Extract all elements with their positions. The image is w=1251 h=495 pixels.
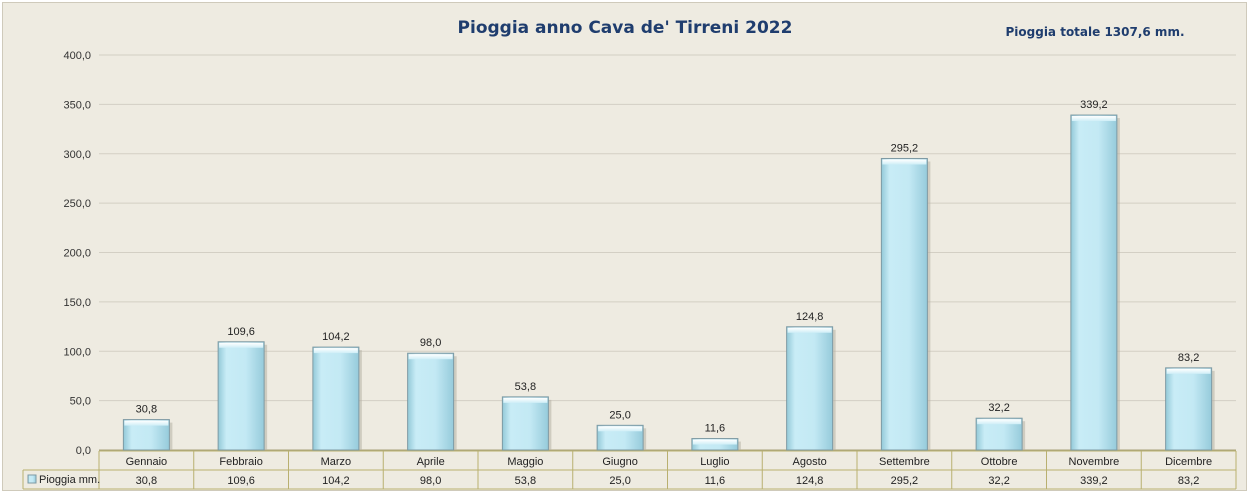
bar-gennaio: [122, 419, 173, 451]
y-tick-label: 400,0: [63, 50, 91, 62]
bar-maggio: [501, 396, 552, 451]
bar-bevel: [977, 419, 1022, 425]
data-label: 124,8: [796, 311, 824, 323]
bar-bevel: [787, 327, 832, 333]
bar-bevel: [124, 420, 169, 426]
bar-settembre: [880, 157, 931, 451]
y-tick-label: 150,0: [63, 297, 91, 309]
category-label: Settembre: [879, 456, 930, 468]
data-label: 53,8: [515, 381, 536, 393]
bar-bevel: [313, 348, 358, 354]
series-name: Pioggia mm.: [39, 474, 100, 486]
bar-bevel: [408, 354, 453, 360]
table-value: 30,8: [136, 475, 157, 487]
bar-bevel: [1071, 116, 1116, 122]
data-label: 32,2: [988, 402, 1009, 414]
category-label: Luglio: [700, 456, 729, 468]
bar-ottobre: [975, 417, 1026, 451]
legend-key: [27, 474, 37, 484]
table-value: 11,6: [705, 475, 726, 487]
bar-bevel: [598, 426, 643, 432]
data-label: 25,0: [609, 409, 630, 421]
table-value: 295,2: [891, 475, 919, 487]
bar: [1070, 114, 1118, 451]
bar: [217, 341, 265, 451]
bar-febbraio: [217, 341, 268, 451]
table-value: 109,6: [227, 475, 255, 487]
bar-agosto: [786, 326, 836, 451]
data-label: 30,8: [136, 404, 157, 416]
bar-marzo: [312, 346, 362, 451]
bar-bevel: [692, 439, 737, 445]
y-tick-label: 50,0: [70, 396, 91, 408]
data-label: 109,6: [227, 326, 255, 338]
category-label: Maggio: [507, 456, 543, 468]
data-label: 11,6: [705, 423, 726, 435]
bar: [880, 157, 928, 451]
category-label: Gennaio: [126, 456, 168, 468]
bar-bevel: [1166, 368, 1211, 374]
table-value: 104,2: [322, 475, 350, 487]
bar-chart: Pioggia anno Cava de' Tirreni 2022 Piogg…: [22, 18, 1237, 490]
y-tick-label: 250,0: [63, 198, 91, 210]
bar: [312, 346, 360, 451]
chart-title: Pioggia anno Cava de' Tirreni 2022: [458, 18, 793, 38]
y-tick-label: 100,0: [63, 346, 91, 358]
bar-aprile: [407, 352, 457, 451]
bar-novembre: [1070, 114, 1120, 451]
bar: [786, 326, 834, 451]
table-value: 25,0: [609, 475, 630, 487]
category-label: Marzo: [321, 456, 352, 468]
bar-bevel: [882, 159, 927, 165]
table-value: 124,8: [796, 475, 824, 487]
table-value: 53,8: [515, 475, 536, 487]
category-label: Agosto: [793, 456, 827, 468]
y-tick-label: 200,0: [63, 248, 91, 260]
category-label: Dicembre: [1165, 456, 1212, 468]
bar: [407, 352, 455, 451]
bar-luglio: [691, 438, 741, 451]
table-value: 98,0: [420, 475, 441, 487]
data-label: 339,2: [1080, 99, 1108, 111]
bar: [501, 396, 549, 451]
y-tick-label: 350,0: [63, 99, 91, 111]
bar: [1165, 367, 1213, 451]
bar-dicembre: [1165, 367, 1215, 451]
table-value: 83,2: [1178, 475, 1199, 487]
y-tick-label: 0,0: [76, 445, 91, 457]
data-label: 295,2: [891, 142, 919, 154]
table-value: 32,2: [988, 475, 1009, 487]
data-label: 104,2: [322, 331, 350, 343]
bar-giugno: [596, 424, 647, 451]
data-label: 98,0: [420, 337, 441, 349]
category-label: Ottobre: [981, 456, 1018, 468]
data-label: 83,2: [1178, 352, 1199, 364]
bar-bevel: [503, 397, 548, 403]
table-value: 339,2: [1080, 475, 1108, 487]
category-label: Febbraio: [219, 456, 262, 468]
total-rain-annotation: Pioggia totale 1307,6 mm.: [1005, 25, 1184, 39]
category-label: Novembre: [1069, 456, 1120, 468]
category-label: Giugno: [602, 456, 637, 468]
bar-bevel: [219, 342, 264, 348]
category-label: Aprile: [417, 456, 445, 468]
y-tick-label: 300,0: [63, 149, 91, 161]
